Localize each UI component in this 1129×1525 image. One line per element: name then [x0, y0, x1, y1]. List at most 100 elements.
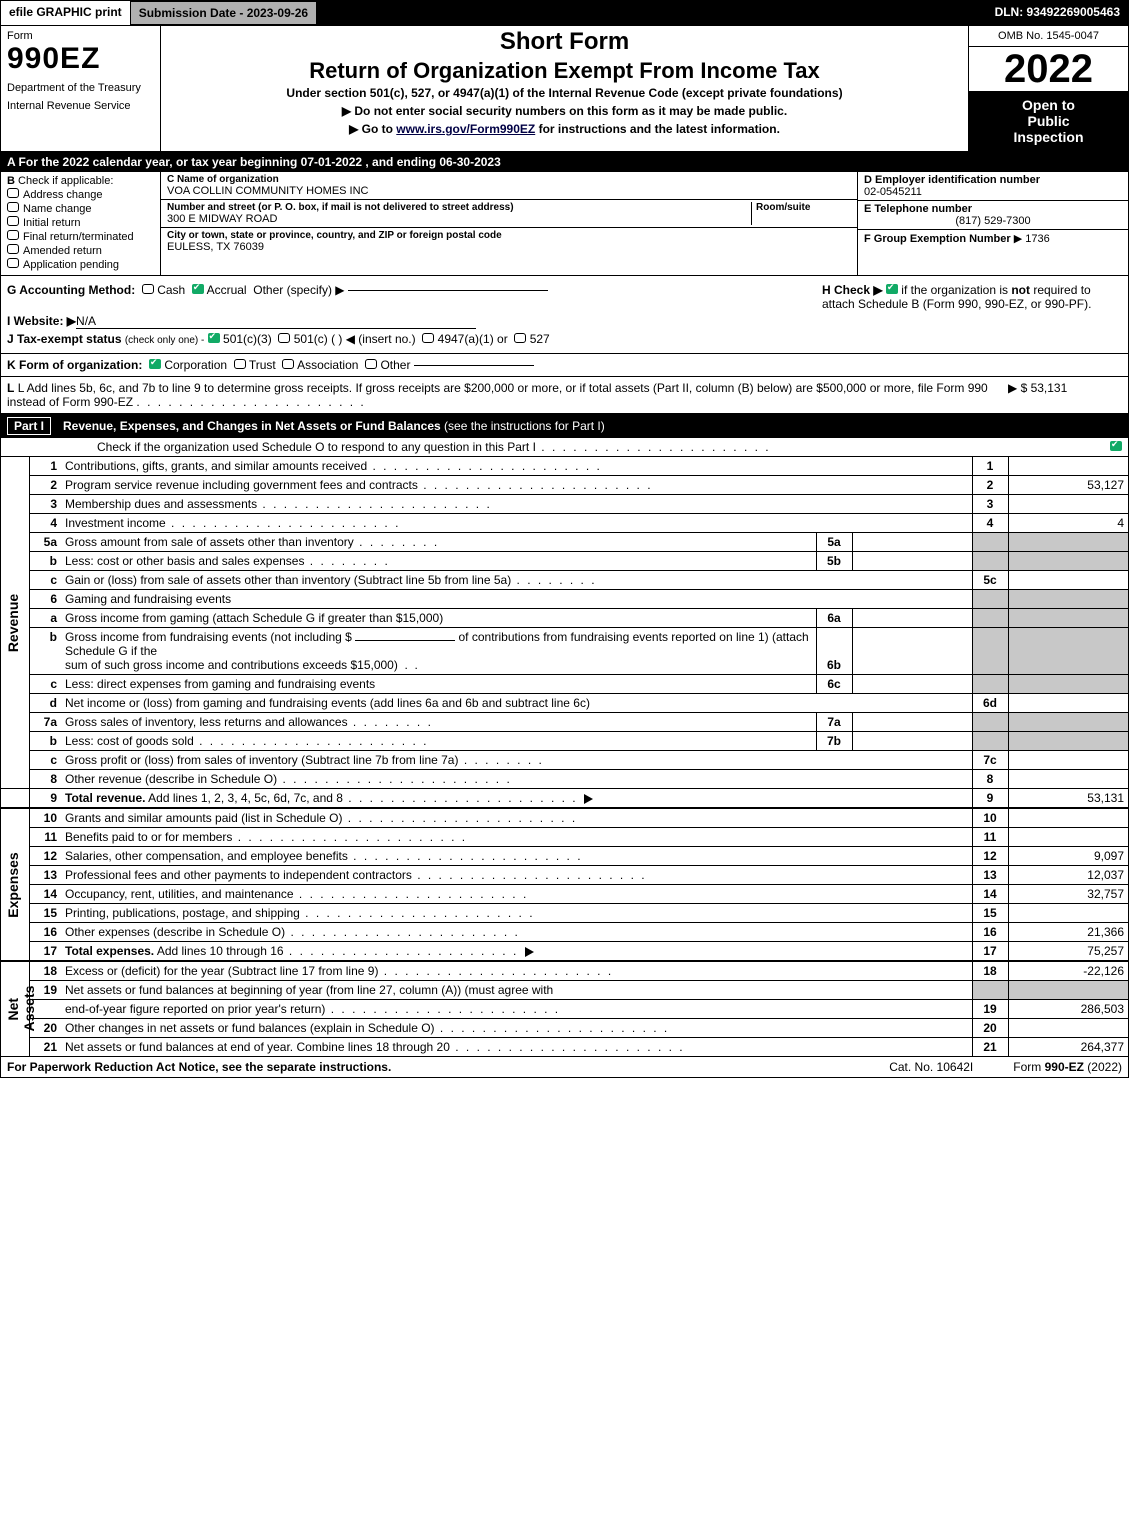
table-row: 11 Benefits paid to or for members 11 — [1, 828, 1128, 847]
cb-label: Amended return — [23, 245, 102, 257]
checkbox-checked-icon[interactable] — [886, 284, 898, 294]
checkbox-icon[interactable] — [282, 359, 294, 369]
table-row: 20 Other changes in net assets or fund b… — [1, 1019, 1128, 1038]
checkbox-icon — [7, 202, 19, 212]
line-ref: 4 — [972, 514, 1008, 533]
dots — [343, 791, 578, 805]
checkbox-checked-icon[interactable] — [192, 284, 204, 294]
cb-application-pending[interactable]: Application pending — [7, 258, 154, 271]
shaded-cell — [1008, 628, 1128, 675]
desc-text: Printing, publications, postage, and shi… — [65, 906, 300, 920]
expenses-table: Expenses 10 Grants and similar amounts p… — [1, 807, 1128, 960]
irs-link[interactable]: www.irs.gov/Form990EZ — [396, 122, 535, 136]
dots — [166, 516, 401, 530]
desc-text: sum of such gross income and contributio… — [65, 658, 398, 672]
checkbox-icon[interactable] — [278, 333, 290, 343]
line-desc: Gross amount from sale of assets other t… — [61, 533, 816, 552]
line-value: -22,126 — [1008, 961, 1128, 981]
part1-label: Part I — [7, 417, 51, 435]
dots — [194, 734, 429, 748]
table-row: 5a Gross amount from sale of assets othe… — [1, 533, 1128, 552]
line-ref: 11 — [972, 828, 1008, 847]
checkbox-icon[interactable] — [365, 359, 377, 369]
line-ref: 5c — [972, 571, 1008, 590]
table-row: c Less: direct expenses from gaming and … — [1, 675, 1128, 694]
line-value — [1008, 1019, 1128, 1038]
expenses-label: Expenses — [5, 852, 21, 917]
line-desc: end-of-year figure reported on prior yea… — [61, 1000, 972, 1019]
cb-label: Name change — [23, 203, 92, 215]
line-num: 10 — [29, 808, 61, 828]
dots — [367, 459, 602, 473]
checkbox-icon[interactable] — [234, 359, 246, 369]
note2-pre: ▶ Go to — [349, 122, 396, 136]
phone-row: E Telephone number (817) 529-7300 — [858, 201, 1128, 230]
line-desc: Net income or (loss) from gaming and fun… — [61, 694, 972, 713]
cb-label: Final return/terminated — [23, 231, 134, 243]
desc-text: Investment income — [65, 516, 166, 530]
sub-value — [852, 732, 972, 751]
line-ref: 6d — [972, 694, 1008, 713]
checkbox-checked-icon[interactable] — [1110, 441, 1122, 451]
cb-name-change[interactable]: Name change — [7, 202, 154, 215]
cb-amended-return[interactable]: Amended return — [7, 244, 154, 257]
footer-right-post: (2022) — [1084, 1060, 1122, 1074]
dots — [325, 1002, 560, 1016]
line-ref: 18 — [972, 961, 1008, 981]
checkbox-checked-icon[interactable] — [149, 359, 161, 369]
line-ref: 1 — [972, 457, 1008, 476]
checkbox-icon — [7, 230, 19, 240]
line-num: a — [29, 609, 61, 628]
h-label: H Check ▶ — [822, 283, 883, 297]
line-num: 15 — [29, 904, 61, 923]
table-row: 17 Total expenses. Add lines 10 through … — [1, 942, 1128, 961]
checkbox-icon — [7, 244, 19, 254]
k-assoc: Association — [297, 358, 358, 372]
line-num: c — [29, 675, 61, 694]
checkbox-checked-icon[interactable] — [208, 333, 220, 343]
line-num: 7a — [29, 713, 61, 732]
desc-text: Less: cost of goods sold — [65, 734, 194, 748]
street-row: Number and street (or P. O. box, if mail… — [161, 200, 857, 228]
line-num: 2 — [29, 476, 61, 495]
table-row: 8 Other revenue (describe in Schedule O)… — [1, 770, 1128, 789]
line-desc: Excess or (deficit) for the year (Subtra… — [61, 961, 972, 981]
cb-address-change[interactable]: Address change — [7, 188, 154, 201]
dots — [277, 772, 512, 786]
shaded-cell — [972, 732, 1008, 751]
line-num: 21 — [29, 1038, 61, 1057]
desc-text: Occupancy, rent, utilities, and maintena… — [65, 887, 294, 901]
row-i: I Website: ▶N/A — [7, 314, 1122, 329]
checkbox-icon[interactable] — [142, 284, 154, 294]
desc-text: Gross income from fundraising events (no… — [65, 630, 352, 644]
j-501c: 501(c) ( ) ◀ (insert no.) — [294, 332, 416, 346]
line-ref: 21 — [972, 1038, 1008, 1057]
line-value: 4 — [1008, 514, 1128, 533]
header: Form 990EZ Department of the Treasury In… — [1, 26, 1128, 152]
underline — [355, 640, 455, 641]
line-desc: Program service revenue including govern… — [61, 476, 972, 495]
underline — [348, 290, 548, 291]
desc-text: Grants and similar amounts paid (list in… — [65, 811, 342, 825]
dots — [418, 478, 653, 492]
line-desc: Occupancy, rent, utilities, and maintena… — [61, 885, 972, 904]
table-row: d Net income or (loss) from gaming and f… — [1, 694, 1128, 713]
line-value — [1008, 770, 1128, 789]
expenses-sideband: Expenses — [1, 808, 29, 960]
header-right: OMB No. 1545-0047 2022 Open to Public In… — [968, 26, 1128, 151]
line-value: 21,366 — [1008, 923, 1128, 942]
underline — [414, 365, 534, 366]
cb-initial-return[interactable]: Initial return — [7, 216, 154, 229]
line-desc: Less: cost of goods sold — [61, 732, 816, 751]
sub-value — [852, 609, 972, 628]
line-desc: Less: cost or other basis and sales expe… — [61, 552, 816, 571]
checkbox-icon[interactable] — [514, 333, 526, 343]
checkbox-icon[interactable] — [422, 333, 434, 343]
desc-text: Other expenses (describe in Schedule O) — [65, 925, 285, 939]
cb-final-return[interactable]: Final return/terminated — [7, 230, 154, 243]
line-desc: Net assets or fund balances at beginning… — [61, 981, 972, 1000]
inspect-2: Public — [973, 113, 1124, 129]
l-value: ▶ $ 53,131 — [1002, 381, 1122, 409]
line-num: c — [29, 751, 61, 770]
row-k: K Form of organization: Corporation Trus… — [1, 354, 1128, 377]
